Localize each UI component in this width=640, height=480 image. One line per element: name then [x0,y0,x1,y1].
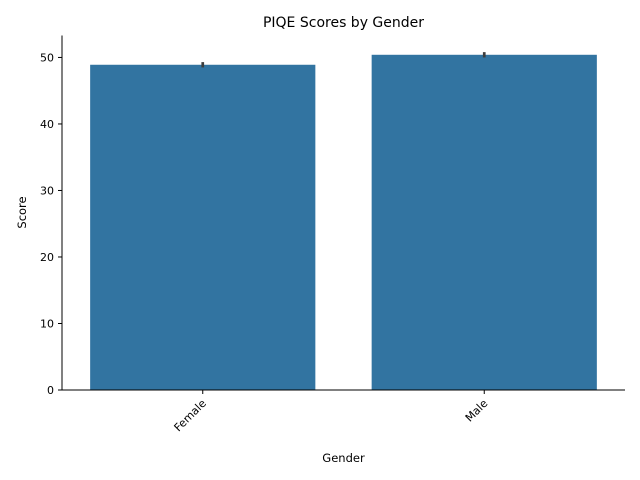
bar-male [371,54,597,390]
y-tick-label: 50 [40,51,54,64]
y-tick-label: 40 [40,118,54,131]
y-tick-label: 20 [40,251,54,264]
y-tick-label: 30 [40,184,54,197]
x-tick-label: Male [463,397,491,425]
error-bars-layer [201,52,486,68]
bars-layer [90,54,597,391]
x-ticks: Female Male [172,390,491,434]
chart-title: PIQE Scores by Gender [263,15,424,31]
bar-female [90,64,316,391]
y-tick-label: 0 [47,384,54,397]
y-tick-label: 10 [40,317,54,330]
y-axis-label: Score [15,196,29,228]
x-tick-label: Female [172,397,209,434]
x-axis-label: Gender [322,451,365,465]
y-ticks: 0 10 20 30 40 50 [40,51,62,397]
